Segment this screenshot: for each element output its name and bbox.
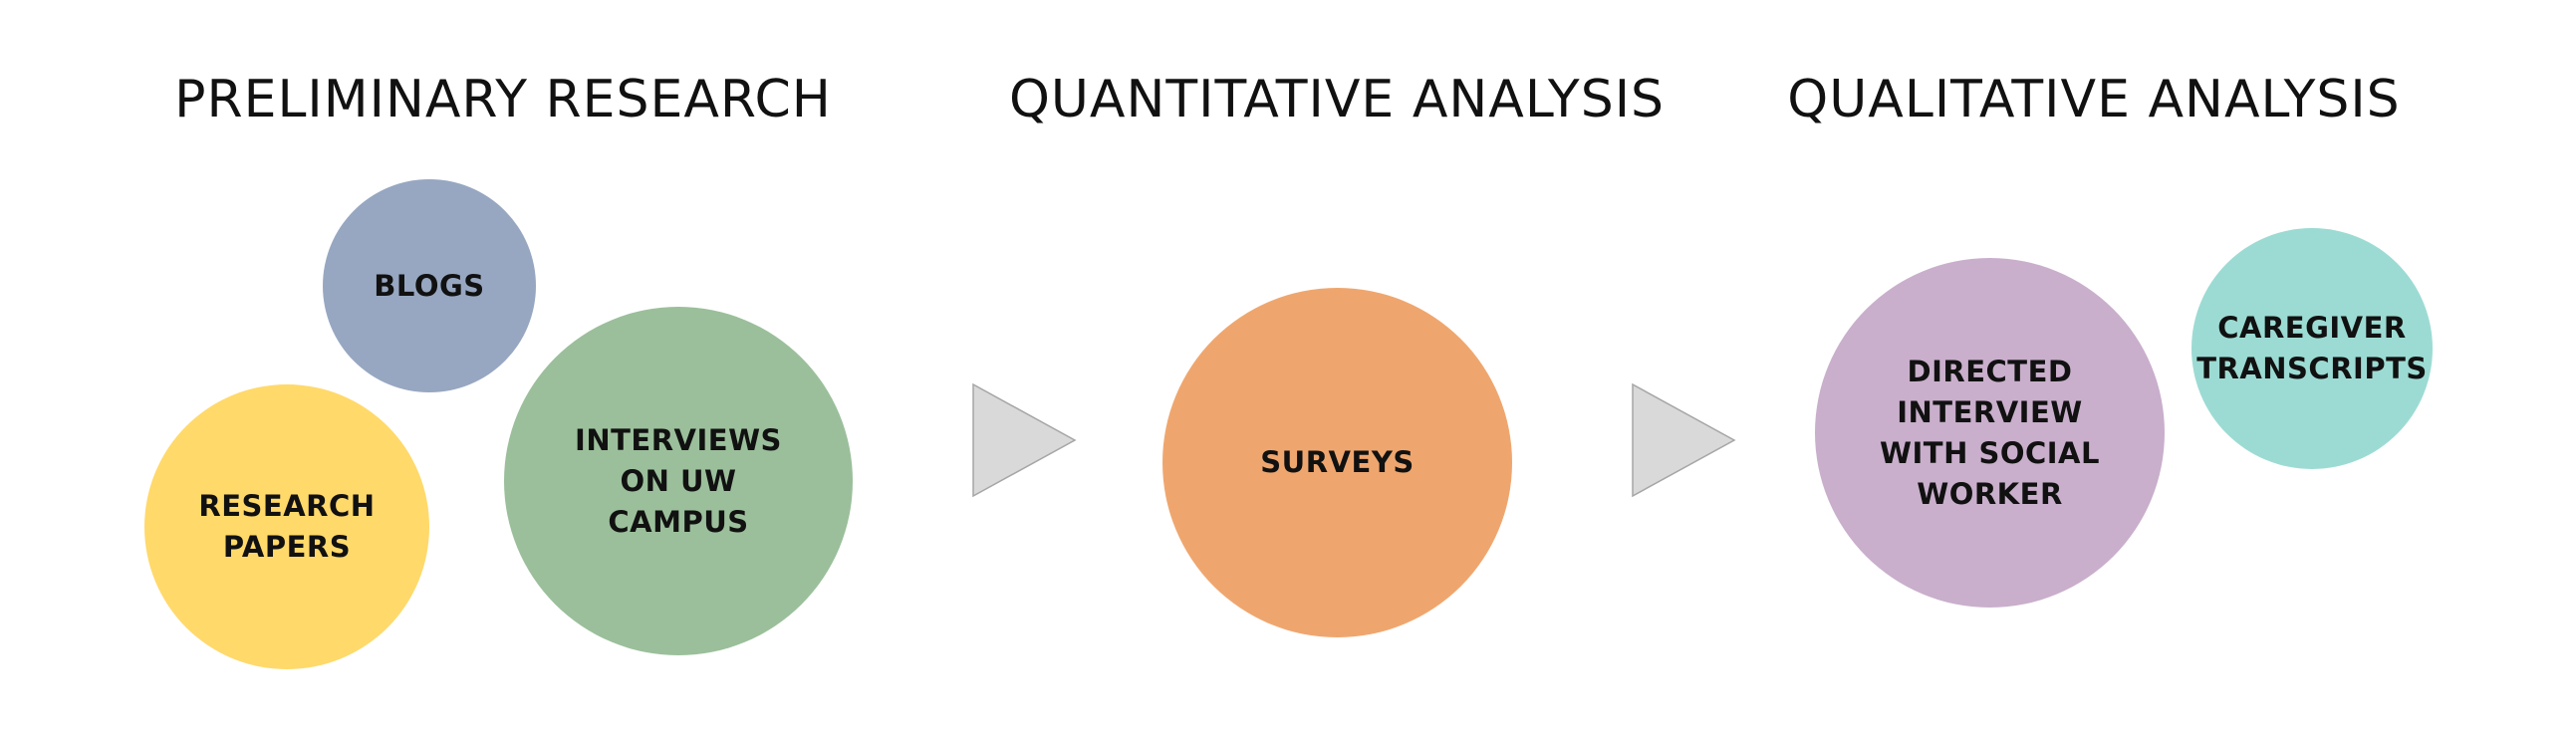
node-blogs: BLOGS xyxy=(323,179,536,392)
node-research-papers-label: RESEARCH PAPERS xyxy=(198,489,376,564)
node-surveys-label: SURVEYS xyxy=(1260,445,1415,479)
heading-quantitative-analysis: QUANTITATIVE ANALYSIS xyxy=(1008,70,1666,129)
node-directed-interview-label: DIRECTED INTERVIEW WITH SOCIAL WORKER xyxy=(1880,354,2100,511)
node-interviews-uw-campus: INTERVIEWS ON UW CAMPUS xyxy=(504,307,853,655)
heading-preliminary-research: PRELIMINARY RESEARCH xyxy=(174,70,832,129)
node-directed-interview: DIRECTED INTERVIEW WITH SOCIAL WORKER xyxy=(1815,258,2165,608)
heading-qualitative-analysis: QUALITATIVE ANALYSIS xyxy=(1787,70,2401,129)
node-blogs-label: BLOGS xyxy=(374,268,485,303)
flow-arrow-2-shape xyxy=(1632,382,1736,498)
node-caregiver-transcripts: CAREGIVER TRANSCRIPTS xyxy=(2191,228,2433,469)
node-interviews-uw-campus-label: INTERVIEWS ON UW CAMPUS xyxy=(575,422,782,539)
flow-arrow-1-shape xyxy=(972,382,1077,498)
flow-arrow-2 xyxy=(1632,382,1736,498)
node-caregiver-transcripts-label: CAREGIVER TRANSCRIPTS xyxy=(2196,311,2428,385)
node-research-papers: RESEARCH PAPERS xyxy=(144,384,429,669)
flow-arrow-1 xyxy=(972,382,1077,498)
node-surveys: SURVEYS xyxy=(1162,288,1512,637)
